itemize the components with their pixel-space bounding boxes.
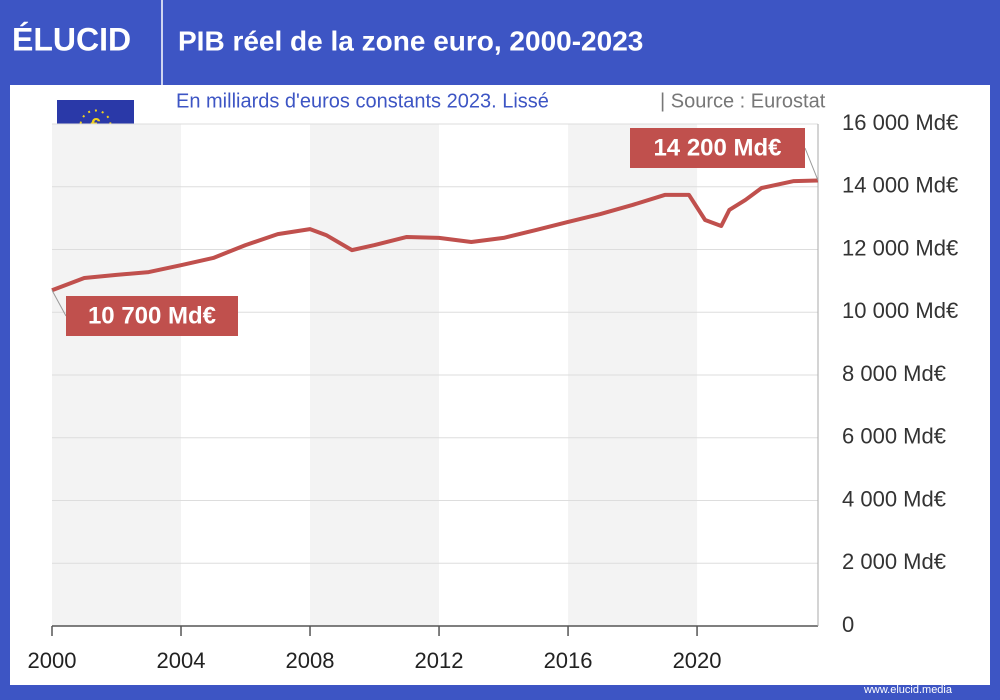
y-tick-label: 10 000 Md€	[842, 298, 958, 323]
x-tick-label: 2016	[544, 648, 593, 673]
y-tick-label: 16 000 Md€	[842, 110, 958, 135]
plot: 0 2 000 Md€ 4 000 Md€ 6 000 Md€ 8 000 Md€ 10 …	[28, 110, 959, 673]
y-tick-label: 8 000 Md€	[842, 361, 946, 386]
x-tick-label: 2012	[415, 648, 464, 673]
y-tick-label: 12 000 Md€	[842, 235, 958, 260]
chart-title: PIB réel de la zone euro, 2000-2023	[178, 25, 643, 56]
annotation-connector	[51, 290, 67, 317]
subtitle: En milliards d'euros constants 2023. Lis…	[176, 90, 549, 112]
annotation-label: 14 200 Md€	[653, 134, 781, 161]
annotation-box	[66, 296, 238, 336]
annotation-box	[630, 128, 805, 168]
x-tick-label: 2004	[157, 648, 206, 673]
footer: www.elucid.media	[863, 684, 953, 696]
brand: ÉLUCID	[12, 21, 131, 57]
x-tick-label: 2000	[28, 648, 77, 673]
y-tick-label: 14 000 Md€	[842, 173, 958, 198]
annotation-connector	[804, 147, 819, 181]
x-tick-label: 2008	[286, 648, 335, 673]
annotation-label: 10 700 Md€	[88, 302, 216, 329]
y-tick-label: 4 000 Md€	[842, 486, 946, 511]
source: | Source : Eurostat	[660, 90, 826, 112]
series-line	[51, 178, 819, 293]
y-tick-label: 0	[842, 612, 854, 637]
x-tick-label: 2020	[673, 648, 722, 673]
y-tick-label: 6 000 Md€	[842, 424, 946, 449]
y-tick-label: 2 000 Md€	[842, 549, 946, 574]
